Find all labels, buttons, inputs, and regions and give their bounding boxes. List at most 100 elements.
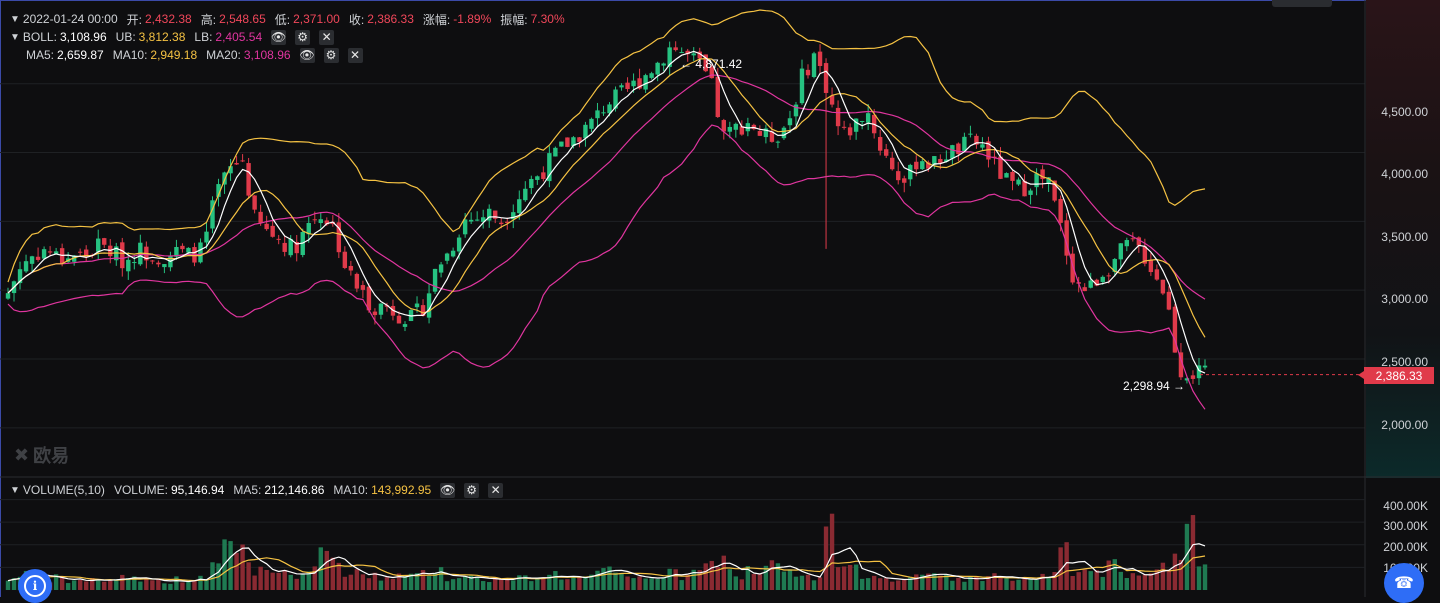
- volume-bar: [420, 570, 426, 590]
- candle-body: [733, 123, 739, 130]
- volume-bar: [300, 573, 305, 590]
- candle-body: [216, 184, 221, 197]
- volume-bar: [1004, 578, 1009, 590]
- candle-body: [811, 53, 817, 78]
- volume-bar: [956, 577, 961, 590]
- candle-body: [1184, 378, 1190, 381]
- volume-bar: [162, 583, 167, 590]
- volume-bar: [1202, 564, 1208, 590]
- eye-icon[interactable]: 👁: [271, 29, 287, 45]
- close-icon[interactable]: ✕: [319, 29, 335, 45]
- gear-icon[interactable]: ⚙: [295, 29, 311, 45]
- top-tab-handle[interactable]: [1272, 0, 1332, 7]
- chevron-down-icon[interactable]: ▼: [10, 13, 20, 25]
- volume-legend: ▼ VOLUME(5,10) VOLUME: 95,146.94 MA5: 21…: [10, 482, 506, 498]
- info-button[interactable]: i: [18, 569, 52, 603]
- candle-body: [240, 160, 245, 162]
- volume-bar: [90, 578, 95, 590]
- volume-bar: [438, 567, 444, 590]
- volume-bar: [517, 575, 522, 590]
- eye-icon[interactable]: 👁: [299, 47, 315, 63]
- volume-bar: [414, 573, 420, 590]
- chevron-down-icon[interactable]: ▼: [10, 484, 20, 496]
- gear-icon[interactable]: ⚙: [464, 482, 480, 498]
- volume-bar: [53, 574, 59, 590]
- candle-body: [228, 166, 233, 174]
- candle-body: [607, 104, 612, 114]
- ma20-label: MA20:: [206, 48, 241, 62]
- close-icon[interactable]: ✕: [347, 47, 363, 63]
- candle-body: [1094, 279, 1099, 286]
- candle-body: [1064, 220, 1069, 256]
- volume-ma5-label: MA5:: [233, 483, 262, 497]
- candle-body: [775, 141, 781, 143]
- low-value: 2,371.00: [293, 12, 340, 26]
- volume-bar: [71, 580, 77, 590]
- close-icon[interactable]: ✕: [488, 482, 504, 498]
- volume-bar: [571, 577, 576, 590]
- volume-bar: [252, 575, 257, 590]
- volume-bar: [523, 575, 528, 590]
- chevron-down-icon[interactable]: ▼: [10, 31, 20, 43]
- candle-body: [270, 225, 275, 237]
- volume-bar: [1100, 576, 1105, 590]
- close-value: 2,386.33: [367, 12, 414, 26]
- volume-bar: [1076, 572, 1081, 590]
- candle-body: [920, 161, 925, 170]
- support-button[interactable]: ☎: [1384, 563, 1424, 603]
- candle-body: [673, 47, 678, 51]
- volume-bar: [1154, 569, 1160, 590]
- eye-icon[interactable]: 👁: [440, 482, 456, 498]
- candle-body: [499, 222, 504, 225]
- boll-legend: ▼ BOLL: 3,108.96 UB: 3,812.38 LB: 2,405.…: [10, 29, 337, 45]
- candle-body: [902, 178, 907, 183]
- volume-bar: [402, 575, 408, 590]
- volume-bar: [378, 580, 384, 590]
- candle-body: [306, 222, 311, 235]
- volume-bar: [1058, 547, 1063, 590]
- candle-body: [47, 251, 53, 253]
- candle-body: [5, 293, 11, 299]
- volume-bar: [65, 583, 71, 590]
- candle-body: [1040, 169, 1045, 180]
- candle-body: [1136, 237, 1142, 246]
- candle-body: [944, 159, 949, 162]
- volume-bar: [1184, 523, 1190, 590]
- volume-bar: [432, 573, 438, 590]
- volume-bar: [811, 580, 817, 590]
- volume-bar: [312, 566, 317, 590]
- candle-body: [601, 112, 606, 114]
- volume-bar: [745, 566, 751, 590]
- candle-body: [1142, 246, 1148, 264]
- volume-bar: [330, 557, 336, 590]
- candle-body: [41, 249, 47, 259]
- volume-bar: [553, 571, 558, 590]
- candle-body: [565, 137, 570, 147]
- volume-bar: [456, 578, 462, 590]
- volume-bar: [1124, 578, 1130, 590]
- volume-bar: [1082, 569, 1087, 590]
- candle-body: [378, 303, 384, 315]
- volume-bar: [787, 569, 793, 590]
- candle-body: [342, 251, 348, 268]
- volume-bar: [703, 563, 708, 590]
- candle-body: [23, 261, 29, 272]
- gear-icon[interactable]: ⚙: [323, 47, 339, 63]
- candle-body: [1124, 240, 1130, 247]
- candle-body: [312, 219, 317, 221]
- candle-body: [559, 141, 564, 147]
- candle-body: [474, 219, 480, 221]
- volume-bar: [474, 576, 480, 590]
- candle-body: [180, 245, 185, 250]
- volume-bar: [1016, 579, 1021, 590]
- volume-bar: [1046, 577, 1051, 590]
- volume-bar: [1064, 542, 1069, 590]
- candle-body: [1046, 177, 1051, 183]
- volume-bar: [679, 580, 684, 590]
- volume-bar: [282, 569, 287, 590]
- info-icon: i: [24, 575, 46, 597]
- volume-bar: [619, 573, 624, 590]
- volume-bar: [1028, 578, 1033, 590]
